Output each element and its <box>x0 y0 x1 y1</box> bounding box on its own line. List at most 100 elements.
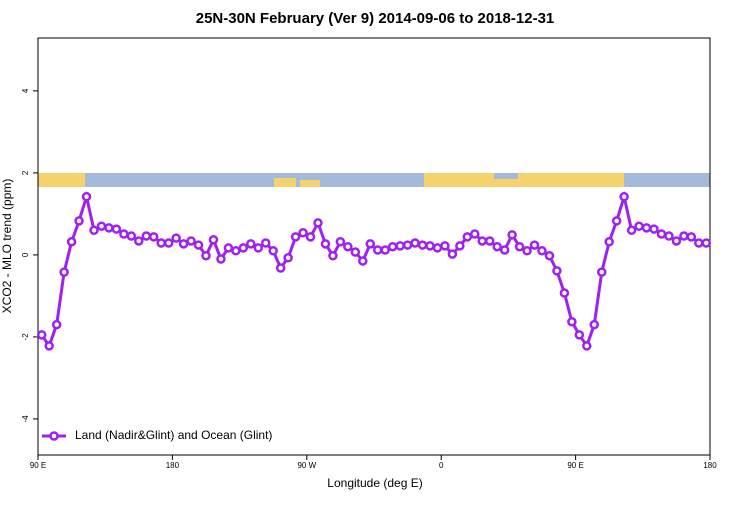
x-axis-label: Longitude (deg E) <box>327 476 422 490</box>
data-point <box>89 225 99 236</box>
data-point <box>313 218 323 228</box>
data-point <box>186 236 196 246</box>
data-point <box>619 191 629 202</box>
y-axis-label: XCO2 - MLO trend (ppm) <box>0 179 14 314</box>
data-point <box>402 240 413 250</box>
data-point <box>96 221 107 231</box>
data-point <box>417 240 428 250</box>
data-point <box>171 233 181 243</box>
data-point <box>141 231 152 241</box>
data-point <box>440 241 450 251</box>
data-point <box>51 319 62 330</box>
data-point <box>395 241 405 251</box>
data-point <box>589 319 600 330</box>
data-point <box>447 249 458 259</box>
data-point <box>686 232 697 242</box>
data-point <box>343 241 353 252</box>
data-point <box>514 241 525 252</box>
data-point <box>544 250 555 261</box>
data-point <box>410 238 420 248</box>
y-tick-label: -4 <box>21 415 30 423</box>
data-point <box>582 341 592 351</box>
data-point <box>253 243 264 253</box>
data-point <box>649 224 659 234</box>
data-point <box>380 245 390 255</box>
data-point <box>664 231 674 241</box>
y-tick-label: 0 <box>21 252 30 257</box>
data-point <box>238 243 249 253</box>
data-point <box>350 247 361 257</box>
data-point <box>298 228 308 238</box>
x-tick-label: 180 <box>703 461 717 470</box>
data-point <box>134 236 144 246</box>
data-point <box>231 246 241 256</box>
data-point <box>104 223 114 233</box>
data-point <box>365 239 376 249</box>
data-point <box>208 234 219 245</box>
data-point <box>74 216 84 226</box>
data-point <box>499 245 510 255</box>
data-point <box>529 240 540 250</box>
data-point <box>201 250 211 261</box>
data-point <box>462 232 473 242</box>
data-point <box>574 330 585 340</box>
data-point <box>275 263 286 273</box>
legend-label: Land (Nadir&Glint) and Ocean (Glint) <box>75 428 272 442</box>
data-point <box>626 225 637 236</box>
y-tick-label: -2 <box>21 333 30 341</box>
y-tick-label: 4 <box>21 88 30 93</box>
data-point <box>81 191 92 202</box>
data-point <box>387 241 398 252</box>
x-tick-label: 90 W <box>297 461 316 470</box>
data-point <box>507 230 517 240</box>
x-tick-label: 90 E <box>567 461 583 470</box>
data-point <box>671 236 682 246</box>
data-point <box>246 239 256 249</box>
data-point <box>328 250 338 261</box>
x-tick-label: 90 E <box>30 461 46 470</box>
data-point <box>484 236 495 246</box>
data-point <box>537 246 547 256</box>
data-point <box>425 241 435 251</box>
data-point <box>59 267 69 277</box>
data-point <box>223 243 234 253</box>
data-point <box>611 216 622 226</box>
x-tick-label: 180 <box>166 461 180 470</box>
series-line <box>40 190 707 350</box>
data-point <box>268 246 278 256</box>
data-point <box>44 341 54 351</box>
data-point <box>694 238 704 248</box>
data-point <box>567 316 577 327</box>
data-point <box>335 237 346 247</box>
land-ocean-strip <box>38 173 710 187</box>
legend-marker <box>49 431 59 441</box>
data-point <box>216 254 226 264</box>
data-point <box>148 232 159 242</box>
data-point <box>66 237 77 247</box>
data-point <box>455 241 465 251</box>
data-point <box>305 232 316 242</box>
data-point <box>372 245 383 255</box>
data-point <box>432 243 443 253</box>
data-point <box>470 229 480 239</box>
chart-title: 25N-30N February (Ver 9) 2014-09-06 to 2… <box>196 10 555 27</box>
data-point <box>559 288 570 298</box>
data-point <box>119 229 129 239</box>
data-point <box>283 253 293 263</box>
data-point <box>634 221 644 231</box>
data-point <box>656 229 667 239</box>
data-point <box>163 238 174 248</box>
data-point <box>596 267 607 277</box>
data-point <box>193 240 204 250</box>
data-point <box>36 330 47 340</box>
y-tick-label: 2 <box>21 170 30 175</box>
data-point <box>260 238 271 248</box>
plot-frame <box>37 37 711 456</box>
data-point <box>522 246 532 256</box>
data-point <box>290 232 301 242</box>
data-point <box>178 239 189 249</box>
x-tick-label: 0 <box>439 461 444 470</box>
data-point <box>320 239 331 249</box>
data-point <box>126 231 137 241</box>
